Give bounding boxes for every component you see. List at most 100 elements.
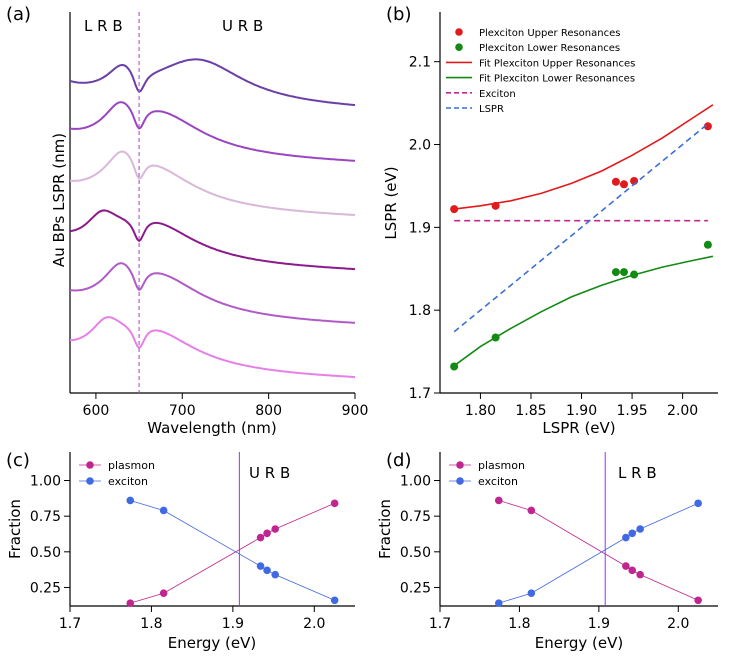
panel-c-point-plasmon-3: [263, 529, 271, 538]
panel-c-point-plasmon-2: [256, 533, 265, 542]
panel-b-series: [450, 104, 714, 371]
panel-c-annotation: U R B: [249, 464, 290, 482]
panel-c: 1.7 1.8 1.9 2.0 0.25 0.50 0.75 1.00 plasmon exci…: [6, 452, 355, 652]
panel-c-y-tick-label-1: 0.50: [30, 545, 61, 561]
panel-a-annotation-lrb: L R B: [84, 17, 123, 35]
panel-a-spectrum-5: [70, 316, 356, 379]
panel-c-line-exciton: [130, 500, 335, 601]
panel-d-ticks: 1.7 1.8 1.9 2.0 0.25 0.50 0.75 1.00: [400, 474, 690, 632]
panel-c-y-tick-label-0: 0.25: [30, 580, 61, 596]
panel-c-series: [126, 452, 339, 607]
panel-b-y-label: LSPR (eV): [382, 166, 400, 239]
panel-d-point-plasmon-5: [694, 596, 702, 605]
panel-c-point-plasmon-4: [271, 525, 280, 533]
panel-d-point-exciton-0: [494, 599, 503, 607]
panel-c-legend-marker-0: [86, 461, 94, 469]
panel-d-point-exciton-3: [628, 529, 637, 538]
panel-d-legend: plasmon exciton: [449, 459, 525, 488]
panel-c-x-tick-label-3: 2.0: [303, 616, 325, 632]
panel-b-legend-label-3: Fit Plexciton Lower Resonances: [479, 74, 635, 85]
panel-b-letter: (b): [386, 4, 411, 25]
panel-d-y-tick-label-0: 0.25: [400, 580, 431, 596]
panel-b-y-tick-label-0: 1.7: [409, 386, 431, 402]
panel-d-point-exciton-1: [527, 589, 536, 597]
panel-a-x-tick-label-2: 800: [255, 403, 282, 419]
panel-b-point-0-0: [450, 205, 459, 214]
panel-c-point-exciton-5: [330, 596, 339, 605]
panel-b-x-tick-label-4: 2.00: [667, 403, 698, 419]
panel-c-legend-marker-1: [86, 477, 94, 485]
panel-b-y-tick-label-2: 1.9: [409, 220, 431, 236]
panel-b-point-1-3: [619, 268, 628, 277]
panel-d-point-plasmon-3: [628, 566, 637, 575]
panel-b-x-tick-label-1: 1.85: [515, 403, 546, 419]
panel-d-line-exciton: [498, 502, 699, 604]
panel-b-y-tick-label-1: 1.8: [409, 303, 431, 319]
panel-b-line-3: [453, 255, 714, 367]
panel-c-legend-label-0: plasmon: [108, 459, 155, 472]
panel-b-legend: Plexciton Upper Resonances Plexciton Lowe…: [446, 28, 635, 115]
panel-c-x-tick-label-0: 1.7: [59, 616, 81, 632]
panel-a-letter: (a): [6, 4, 31, 25]
panel-b-line-2: [454, 104, 714, 210]
panel-d-x-tick-label-0: 1.7: [429, 616, 451, 632]
panel-b-line-5: [453, 123, 709, 333]
panel-d-point-exciton-5: [694, 499, 702, 508]
panel-c-x-tick-label-1: 1.8: [140, 616, 162, 632]
panel-c-point-exciton-3: [263, 566, 271, 575]
panel-b-x-tick-label-0: 1.80: [465, 403, 496, 419]
panel-c-point-exciton-0: [126, 496, 135, 505]
panel-d-x-tick-label-2: 1.9: [588, 616, 610, 632]
panel-c-point-exciton-2: [256, 562, 265, 570]
panel-c-point-plasmon-0: [126, 599, 135, 607]
panel-d-series: [494, 452, 702, 607]
panel-c-point-exciton-4: [271, 570, 280, 579]
panel-c-y-label: Fraction: [6, 499, 24, 559]
panel-d-x-tick-label-1: 1.8: [508, 616, 530, 632]
panel-d-point-plasmon-4: [636, 570, 644, 579]
panel-b-legend-label-4: Exciton: [479, 89, 516, 100]
panel-d-point-plasmon-0: [494, 496, 503, 505]
panel-b-y-tick-label-3: 2.0: [409, 138, 431, 154]
panel-b-point-0-3: [619, 180, 628, 189]
panel-a-x-label: Wavelength (nm): [147, 419, 277, 437]
panel-d-legend-label-1: exciton: [478, 475, 518, 488]
panel-c-y-tick-label-3: 1.00: [30, 474, 61, 490]
panel-a-x-ticks: 600 700 800 900: [83, 393, 368, 419]
panel-c-point-plasmon-1: [159, 589, 168, 597]
panel-d-point-plasmon-1: [527, 506, 536, 515]
panel-a: 600 700 800 900 L R B U R B Wavelength (nm)…: [50, 12, 368, 437]
panel-b-legend-label-1: Plexciton Lower Resonances: [479, 43, 620, 54]
panel-c-letter: (c): [6, 450, 30, 471]
panel-b-point-0-5: [703, 122, 712, 131]
panel-d-x-label: Energy (eV): [535, 634, 623, 652]
panel-b-y-tick-label-4: 2.1: [409, 55, 431, 71]
panel-c-line-plasmon: [130, 502, 335, 604]
panel-a-spectrum-4: [69, 262, 356, 324]
panel-b-x-tick-label-3: 1.95: [616, 403, 647, 419]
panel-b-legend-label-5: LSPR: [479, 104, 504, 115]
panel-d-line-plasmon: [498, 500, 699, 601]
panel-d-y-tick-label-2: 0.75: [400, 509, 431, 525]
panel-d-y-tick-label-1: 0.50: [400, 545, 431, 561]
panel-c-y-tick-label-2: 0.75: [30, 509, 61, 525]
panel-d-y-tick-label-3: 1.00: [400, 474, 431, 490]
panel-c-point-plasmon-5: [330, 499, 339, 508]
panel-a-spectrum-3: [69, 209, 356, 271]
panel-a-spectrum-1: [69, 101, 356, 162]
panel-d-legend-marker-0: [456, 461, 464, 469]
panel-d-point-exciton-4: [636, 525, 644, 533]
panel-b-legend-marker-0: [455, 28, 463, 36]
panel-d-point-exciton-2: [622, 533, 630, 542]
panel-c-legend: plasmon exciton: [79, 459, 155, 488]
panel-b-legend-marker-1: [455, 43, 463, 51]
panel-c-x-tick-label-2: 1.9: [222, 616, 244, 632]
panel-c-point-exciton-1: [159, 506, 168, 515]
panel-d-point-plasmon-2: [622, 562, 630, 570]
panel-d-letter: (d): [386, 450, 411, 471]
panel-b-legend-label-0: Plexciton Upper Resonances: [479, 28, 620, 39]
panel-d-y-label: Fraction: [376, 499, 394, 559]
panel-b-x-label: LSPR (eV): [542, 419, 615, 437]
panel-c-legend-label-1: exciton: [108, 475, 148, 488]
panel-a-annotation-urb: U R B: [222, 17, 263, 35]
